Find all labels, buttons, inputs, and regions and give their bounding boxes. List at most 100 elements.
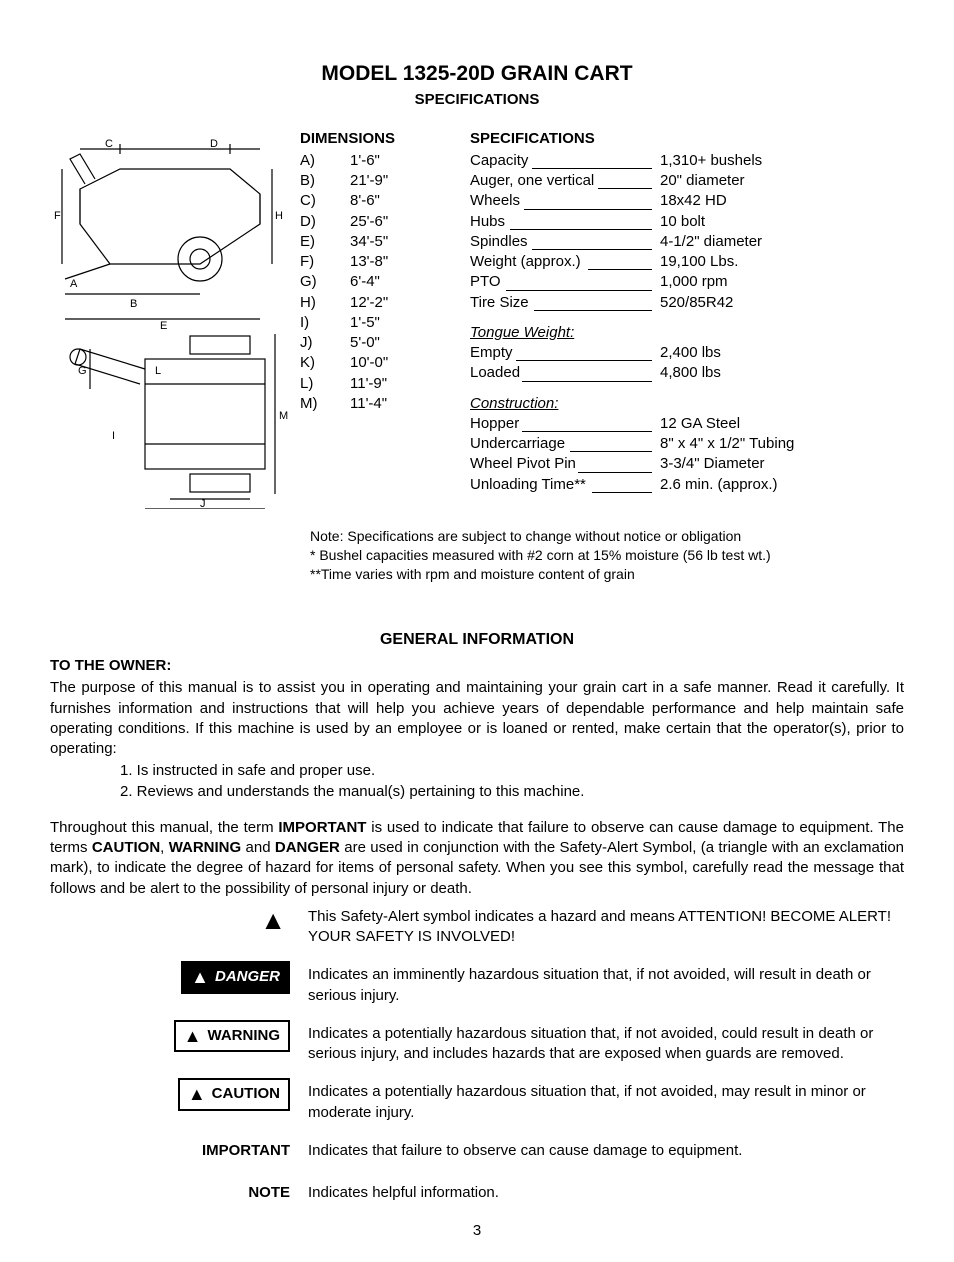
spec-value: 2,400 lbs bbox=[660, 343, 721, 363]
dimension-letter: L) bbox=[300, 374, 350, 394]
spec-value: 12 GA Steel bbox=[660, 414, 740, 434]
dimension-letter: M) bbox=[300, 394, 350, 414]
spec-label: Hubs bbox=[470, 212, 660, 232]
safety-terms-paragraph: Throughout this manual, the term IMPORTA… bbox=[50, 818, 904, 899]
spec-label: Tire Size bbox=[470, 293, 660, 313]
owner-list: 1. Is instructed in safe and proper use.… bbox=[120, 761, 904, 802]
dimension-row: E)34'-5" bbox=[300, 232, 440, 252]
important-badge: IMPORTANT bbox=[202, 1137, 290, 1165]
spec-note-line: * Bushel capacities measured with #2 cor… bbox=[310, 546, 904, 565]
spec-label: Undercarriage bbox=[470, 434, 660, 454]
spec-value: 4-1/2" diameter bbox=[660, 232, 762, 252]
hazard-badge: ▲!CAUTION bbox=[170, 1078, 290, 1110]
spec-label: Spindles bbox=[470, 232, 660, 252]
spec-row: Hubs10 bolt bbox=[470, 212, 904, 232]
data-columns: DIMENSIONS A)1'-6"B)21'-9"C)8'-6"D)25'-6… bbox=[300, 129, 904, 515]
dimension-row: H)12'-2" bbox=[300, 293, 440, 313]
hazard-row: ▲!WARNING Indicates a potentially hazardo… bbox=[170, 1020, 904, 1065]
spec-row: Unloading Time**2.6 min. (approx.) bbox=[470, 475, 904, 495]
dimensions-column: DIMENSIONS A)1'-6"B)21'-9"C)8'-6"D)25'-6… bbox=[300, 129, 440, 515]
hazard-badge: ▲! bbox=[170, 903, 290, 938]
spec-value: 2.6 min. (approx.) bbox=[660, 475, 778, 495]
spec-row: Weight (approx.)19,100 Lbs. bbox=[470, 252, 904, 272]
svg-text:A: A bbox=[70, 278, 78, 290]
svg-text:B: B bbox=[130, 298, 137, 310]
spec-value: 3-3/4" Diameter bbox=[660, 454, 765, 474]
danger-badge: ▲!DANGER bbox=[181, 961, 290, 993]
spec-label: Auger, one vertical bbox=[470, 171, 660, 191]
dimension-letter: I) bbox=[300, 313, 350, 333]
spec-label: Hopper bbox=[470, 414, 660, 434]
dimension-value: 11'-9" bbox=[350, 374, 387, 394]
dimension-row: A)1'-6" bbox=[300, 151, 440, 171]
dimension-letter: B) bbox=[300, 171, 350, 191]
dimension-value: 5'-0" bbox=[350, 333, 380, 353]
hazard-text: Indicates an imminently hazardous situat… bbox=[308, 961, 904, 1006]
hazard-definitions: ▲! This Safety-Alert symbol indicates a h… bbox=[170, 903, 904, 1208]
general-information-heading: GENERAL INFORMATION bbox=[50, 629, 904, 651]
spec-value: 10 bolt bbox=[660, 212, 705, 232]
dimension-value: 8'-6" bbox=[350, 191, 380, 211]
svg-text:J: J bbox=[200, 498, 206, 509]
spec-row: Loaded4,800 lbs bbox=[470, 363, 904, 383]
svg-text:L: L bbox=[155, 365, 161, 377]
spec-value: 520/85R42 bbox=[660, 293, 733, 313]
spec-note-line: **Time varies with rpm and moisture cont… bbox=[310, 565, 904, 584]
hazard-row: ▲! This Safety-Alert symbol indicates a h… bbox=[170, 903, 904, 948]
dimension-value: 21'-9" bbox=[350, 171, 388, 191]
svg-text:I: I bbox=[112, 430, 115, 442]
spec-label: Loaded bbox=[470, 363, 660, 383]
dimension-letter: J) bbox=[300, 333, 350, 353]
diagram-svg: C D F H A B E bbox=[50, 129, 290, 509]
spec-label: PTO bbox=[470, 272, 660, 292]
hazard-badge: ▲!DANGER bbox=[170, 961, 290, 993]
hazard-text: Indicates a potentially hazardous situat… bbox=[308, 1020, 904, 1065]
dimension-value: 13'-8" bbox=[350, 252, 388, 272]
dimension-value: 1'-6" bbox=[350, 151, 380, 171]
spec-label: Wheels bbox=[470, 191, 660, 211]
dimension-letter: G) bbox=[300, 272, 350, 292]
dimension-letter: F) bbox=[300, 252, 350, 272]
svg-text:M: M bbox=[279, 410, 288, 422]
dimension-row: F)13'-8" bbox=[300, 252, 440, 272]
spec-row: PTO1,000 rpm bbox=[470, 272, 904, 292]
dimension-row: I)1'-5" bbox=[300, 313, 440, 333]
dimension-row: J)5'-0" bbox=[300, 333, 440, 353]
dimension-row: D)25'-6" bbox=[300, 212, 440, 232]
page-subtitle: SPECIFICATIONS bbox=[50, 90, 904, 110]
owner-body-paragraph: The purpose of this manual is to assist … bbox=[50, 678, 904, 759]
spec-value: 19,100 Lbs. bbox=[660, 252, 738, 272]
hazard-row: NOTEIndicates helpful information. bbox=[170, 1179, 904, 1207]
dimension-letter: H) bbox=[300, 293, 350, 313]
svg-text:G: G bbox=[78, 365, 87, 377]
owner-list-item: 1. Is instructed in safe and proper use. bbox=[120, 761, 904, 781]
dimension-letter: K) bbox=[300, 353, 350, 373]
svg-text:C: C bbox=[105, 138, 113, 150]
safety-alert-icon: ▲! bbox=[260, 903, 290, 938]
dimensions-heading: DIMENSIONS bbox=[300, 129, 440, 149]
spec-label: Weight (approx.) bbox=[470, 252, 660, 272]
svg-text:H: H bbox=[275, 210, 283, 222]
dimension-row: C)8'-6" bbox=[300, 191, 440, 211]
spec-value: 18x42 HD bbox=[660, 191, 727, 211]
spec-note-line: Note: Specifications are subject to chan… bbox=[310, 527, 904, 546]
spec-label: Capacity bbox=[470, 151, 660, 171]
hazard-text: This Safety-Alert symbol indicates a haz… bbox=[308, 903, 904, 948]
page-title: MODEL 1325-20D GRAIN CART bbox=[50, 60, 904, 88]
dimension-letter: D) bbox=[300, 212, 350, 232]
tongue-weight-heading: Tongue Weight: bbox=[470, 323, 904, 343]
warning-badge: ▲!WARNING bbox=[174, 1020, 290, 1052]
hazard-row: IMPORTANT Indicates that failure to obser… bbox=[170, 1137, 904, 1165]
svg-text:D: D bbox=[210, 138, 218, 150]
hazard-text: Indicates helpful information. bbox=[308, 1179, 904, 1203]
specifications-heading: SPECIFICATIONS bbox=[470, 129, 904, 149]
dimension-row: K)10'-0" bbox=[300, 353, 440, 373]
spec-value: 4,800 lbs bbox=[660, 363, 721, 383]
spec-row: Wheel Pivot Pin3-3/4" Diameter bbox=[470, 454, 904, 474]
spec-row: Tire Size520/85R42 bbox=[470, 293, 904, 313]
dimension-row: B)21'-9" bbox=[300, 171, 440, 191]
spec-row: Hopper12 GA Steel bbox=[470, 414, 904, 434]
dimension-value: 34'-5" bbox=[350, 232, 388, 252]
hazard-text: Indicates that failure to observe can ca… bbox=[308, 1137, 904, 1161]
spec-row: Capacity1,310+ bushels bbox=[470, 151, 904, 171]
